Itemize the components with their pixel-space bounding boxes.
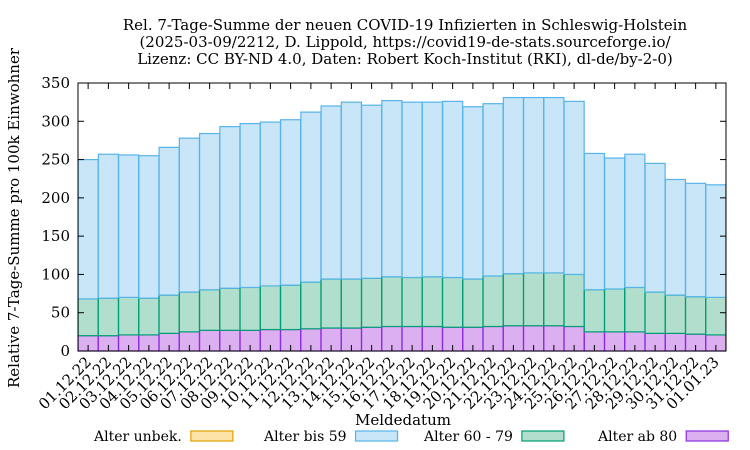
- bar-segment: [442, 100, 464, 279]
- bar-segment: [684, 182, 707, 298]
- bar-segment: [77, 298, 99, 337]
- bar-segment: [543, 96, 565, 274]
- chart-title-line-3: Lizenz: CC BY-ND 4.0, Daten: Robert Koch…: [137, 50, 673, 68]
- bar-segment: [158, 146, 180, 296]
- bar-segment: [644, 291, 666, 334]
- bar-segment: [280, 119, 302, 286]
- bar-segment: [421, 276, 444, 328]
- legend-item: Alter ab 80: [597, 429, 729, 445]
- bar-segment: [603, 157, 626, 290]
- bar-segment: [381, 276, 403, 328]
- bar-segment: [77, 158, 99, 300]
- bar-segment: [361, 277, 383, 328]
- bar-segment: [259, 285, 282, 331]
- bar-segment: [684, 296, 707, 335]
- bar-segment: [664, 294, 686, 334]
- bar-segment: [502, 273, 525, 327]
- y-tick-label: 100: [41, 265, 70, 283]
- bar-segment: [624, 153, 646, 289]
- y-tick-label: 0: [60, 342, 70, 360]
- bar-segment: [401, 276, 423, 328]
- bar-segment: [563, 273, 585, 328]
- legend-item: Alter 60 - 79: [423, 429, 565, 445]
- bar-segment: [320, 278, 342, 329]
- bar-segment: [603, 288, 626, 333]
- legend: Alter unbek. Alter bis 59 Alter 60 - 79 Alt…: [93, 429, 729, 445]
- chart-title-line-2: (2025-03-09/2212, D. Lippold, https://co…: [139, 33, 671, 51]
- legend-label: Alter ab 80: [597, 429, 677, 445]
- bar-segment: [563, 100, 585, 276]
- legend-swatch: [190, 430, 234, 442]
- bar-segment: [482, 275, 504, 328]
- bar-segment: [361, 104, 383, 279]
- bar-segment: [381, 100, 403, 278]
- legend-item: Alter bis 59: [263, 429, 399, 445]
- bar-segment: [178, 137, 201, 293]
- bar-segment: [482, 103, 504, 277]
- bar-segment: [522, 96, 545, 274]
- bar-segment: [199, 289, 221, 331]
- bar-segment: [117, 296, 140, 336]
- chart-title-line-1: Rel. 7-Tage-Summe der neuen COVID-19 Inf…: [123, 16, 688, 34]
- bar-segment: [320, 105, 342, 280]
- bar-segment: [219, 126, 241, 289]
- plot-frame: [77, 82, 727, 352]
- bar-segment: [239, 286, 261, 331]
- bar-segment: [583, 289, 605, 333]
- bar-segment: [280, 284, 302, 331]
- bar-segment: [340, 278, 363, 329]
- bar-segment: [178, 291, 201, 333]
- legend-label: Alter unbek.: [93, 429, 182, 445]
- legend-swatch: [521, 430, 565, 442]
- bar-segment: [300, 281, 322, 330]
- y-tick-label: 300: [41, 112, 70, 130]
- bar-segment: [117, 154, 140, 298]
- y-tick-label: 200: [41, 189, 70, 207]
- legend-swatch: [685, 430, 729, 442]
- bar-segment: [239, 122, 261, 289]
- bar-segment: [259, 121, 282, 287]
- y-axis-label: Relative 7-Tage-Summe pro 100k Einwohner: [5, 47, 23, 388]
- bar-segment: [522, 272, 545, 327]
- legend-label: Alter bis 59: [263, 429, 347, 445]
- bar-segment: [97, 153, 119, 299]
- bar-segment: [543, 272, 565, 327]
- bar-segment: [705, 184, 727, 298]
- bar-segment: [401, 101, 423, 279]
- bar-segment: [664, 178, 686, 296]
- x-axis-label: Meldedatum: [355, 411, 451, 429]
- bar-segment: [705, 296, 727, 336]
- bar-segment: [583, 152, 605, 291]
- bar-segment: [644, 162, 666, 293]
- y-tick-label: 350: [41, 74, 70, 92]
- legend-swatch: [354, 430, 399, 442]
- bar-segment: [462, 106, 484, 280]
- legend-label: Alter 60 - 79: [423, 429, 513, 445]
- bar-segment: [158, 294, 180, 334]
- legend-item: Alter unbek.: [93, 429, 234, 445]
- bar-segment: [219, 287, 241, 331]
- bar-segment: [97, 297, 119, 337]
- bar-segment: [624, 286, 646, 333]
- bar-segment: [300, 111, 322, 283]
- bar-segment: [421, 101, 444, 278]
- bar-segment: [199, 132, 221, 291]
- bar-segment: [442, 276, 464, 328]
- y-tick-label: 250: [41, 151, 70, 169]
- bar-segment: [462, 278, 484, 328]
- bar-segment: [340, 101, 363, 280]
- bar-segment: [502, 96, 525, 275]
- bar-segment: [138, 297, 160, 336]
- y-tick-label: 50: [51, 304, 70, 322]
- y-tick-label: 150: [41, 227, 70, 245]
- bar-segment: [138, 155, 160, 299]
- plot-area: 05010015020025030035001.12.2202.12.2203.…: [35, 74, 727, 413]
